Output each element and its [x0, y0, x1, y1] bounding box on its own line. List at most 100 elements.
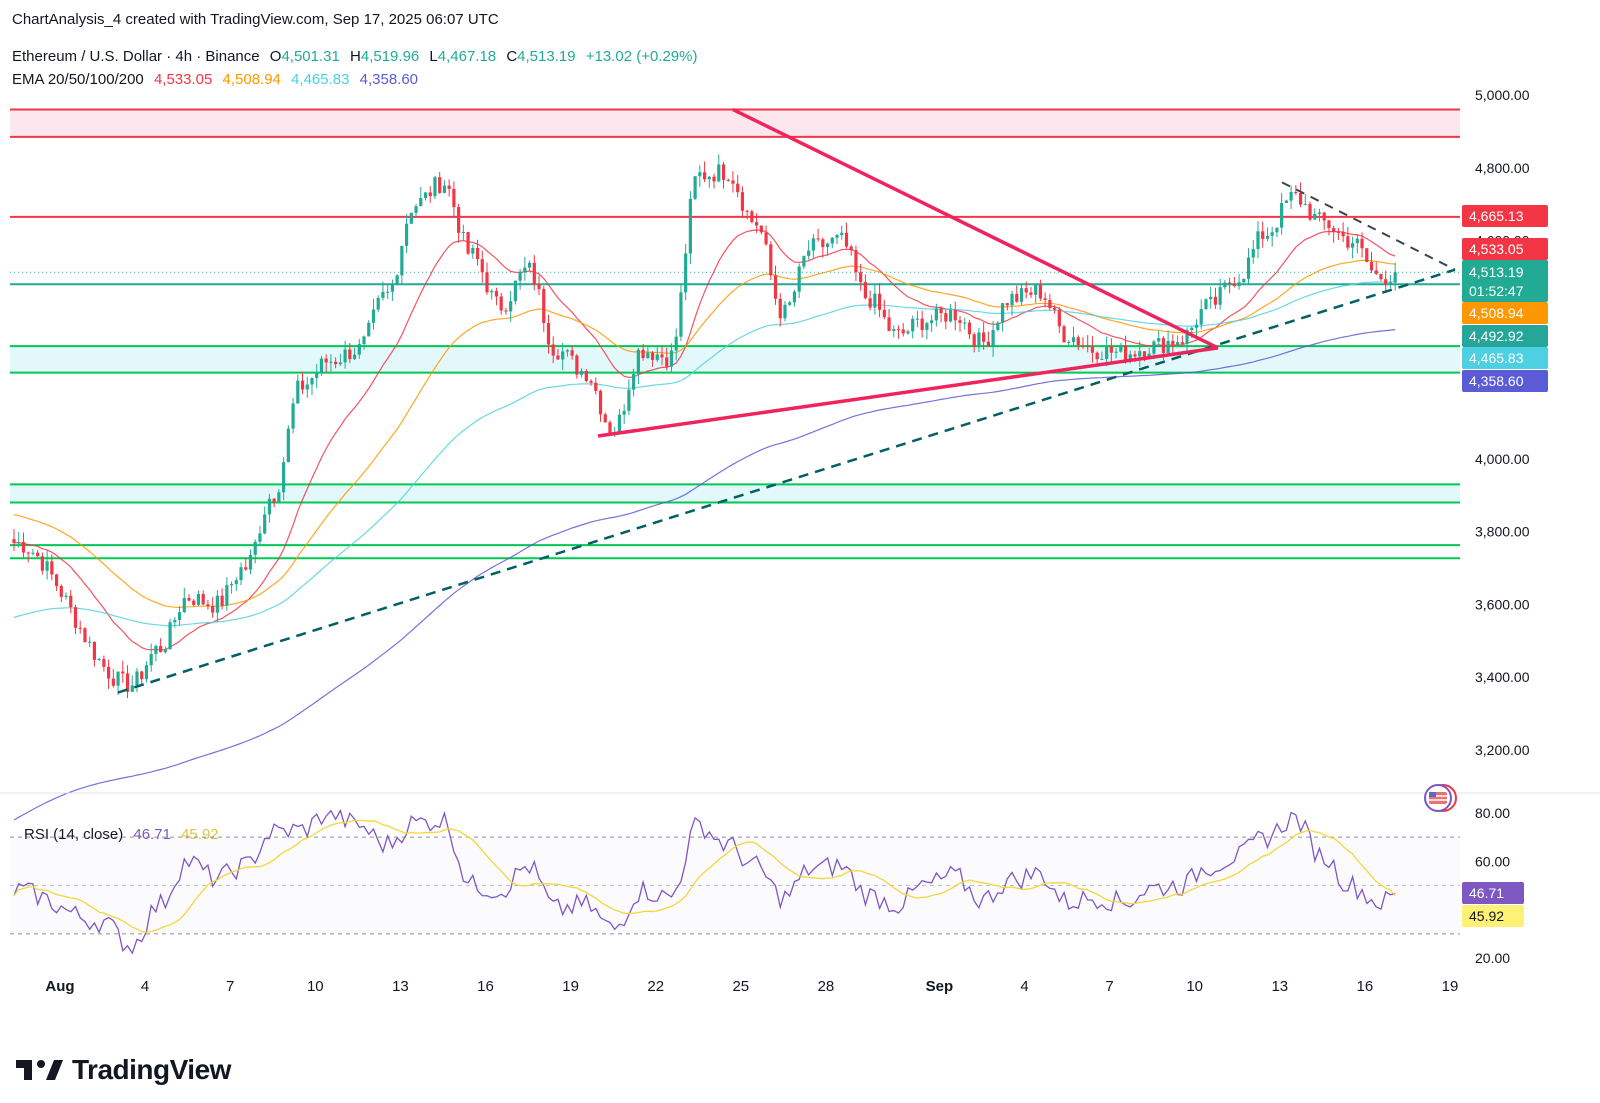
- price-tag: [1462, 325, 1548, 347]
- candle: [1242, 278, 1246, 283]
- candle: [1119, 345, 1123, 352]
- price-tag-label: 4,465.83: [1469, 350, 1524, 366]
- candle: [1332, 228, 1336, 232]
- candle: [1256, 231, 1260, 249]
- candle: [125, 673, 130, 692]
- candle: [1204, 299, 1208, 310]
- candle: [948, 309, 953, 322]
- candle: [423, 192, 428, 198]
- candle: [263, 514, 267, 534]
- candle: [944, 313, 948, 322]
- candle: [1251, 248, 1255, 258]
- candle: [717, 164, 721, 182]
- candle: [1369, 261, 1374, 271]
- candle: [679, 292, 683, 337]
- rsi-ma-tag: [1462, 905, 1524, 927]
- symbol-title[interactable]: Ethereum / U.S. Dollar · 4h · Binance: [12, 48, 260, 65]
- candle: [1284, 200, 1288, 203]
- candle: [665, 357, 669, 367]
- candle: [622, 410, 626, 415]
- candle: [277, 492, 281, 503]
- candle: [750, 211, 754, 223]
- candle: [116, 671, 120, 686]
- ema-title[interactable]: EMA 20/50/100/200: [12, 71, 144, 88]
- candle: [442, 185, 447, 193]
- candle: [97, 658, 101, 660]
- candle: [977, 332, 981, 347]
- ohlc-open: O4,501.31: [269, 48, 340, 65]
- rsi-tick-label: 60.00: [1475, 853, 1510, 869]
- candle: [1232, 283, 1236, 286]
- candle: [702, 172, 707, 180]
- candle: [920, 318, 924, 330]
- candle: [1109, 346, 1113, 353]
- candle: [608, 422, 612, 434]
- candle: [868, 298, 872, 308]
- candle: [1161, 338, 1165, 354]
- date-tick-label: 28: [818, 978, 835, 995]
- flag-icon[interactable]: [1424, 784, 1457, 812]
- candle: [45, 561, 49, 571]
- candle: [362, 336, 366, 345]
- candle: [31, 552, 35, 554]
- candle: [1218, 287, 1222, 305]
- candle: [1067, 342, 1071, 344]
- candle: [982, 332, 986, 342]
- candle: [1194, 324, 1199, 328]
- last-price-label: 4,513.19: [1469, 264, 1524, 280]
- ema20-value: 4,533.05: [153, 71, 213, 88]
- candle: [1355, 238, 1359, 244]
- candle: [896, 329, 901, 331]
- candle: [88, 641, 92, 643]
- candle: [144, 665, 149, 680]
- candle: [334, 361, 338, 365]
- candle: [740, 192, 745, 211]
- candle: [168, 622, 172, 650]
- price-tick-label: 4,800.00: [1475, 160, 1530, 176]
- candle: [1246, 257, 1251, 279]
- rsi-value: 46.71: [133, 826, 171, 843]
- rsi-title[interactable]: RSI (14, close): [24, 826, 124, 843]
- candle: [537, 284, 541, 290]
- date-tick-label: 7: [1105, 978, 1113, 995]
- candle: [674, 336, 678, 351]
- candle: [400, 245, 404, 276]
- candle: [201, 594, 205, 605]
- candle: [892, 329, 896, 331]
- candle: [788, 302, 792, 305]
- candle: [1062, 326, 1066, 343]
- rsi-ma-value: 45.92: [181, 826, 219, 843]
- candle: [840, 232, 844, 236]
- candle: [192, 600, 196, 605]
- rsi-lines: [13, 808, 1396, 955]
- candle: [438, 177, 442, 193]
- candles: [12, 154, 1397, 699]
- candle: [617, 414, 622, 434]
- candle: [367, 322, 371, 337]
- candle: [835, 235, 839, 238]
- candle: [570, 350, 574, 356]
- candle: [206, 604, 210, 607]
- date-tick-label: 16: [1357, 978, 1374, 995]
- candle: [844, 232, 849, 247]
- candle: [906, 331, 910, 334]
- candle: [1152, 341, 1156, 354]
- candle: [1341, 232, 1345, 237]
- candle: [698, 172, 702, 177]
- ohlc-high: H4,519.96: [350, 48, 420, 65]
- candle: [1303, 203, 1307, 205]
- candle: [542, 289, 546, 324]
- candle: [73, 607, 78, 628]
- candle: [1327, 220, 1331, 229]
- candle: [452, 188, 456, 208]
- candle: [1090, 347, 1095, 353]
- candle: [546, 323, 551, 345]
- ema200-line: [13, 329, 1396, 821]
- candle: [1138, 351, 1142, 357]
- price-tag-label: 4,492.92: [1469, 328, 1524, 344]
- date-tick-label: 13: [1271, 978, 1288, 995]
- candle: [551, 344, 555, 356]
- tradingview-logo[interactable]: TradingView: [16, 1054, 231, 1086]
- candle: [499, 296, 503, 311]
